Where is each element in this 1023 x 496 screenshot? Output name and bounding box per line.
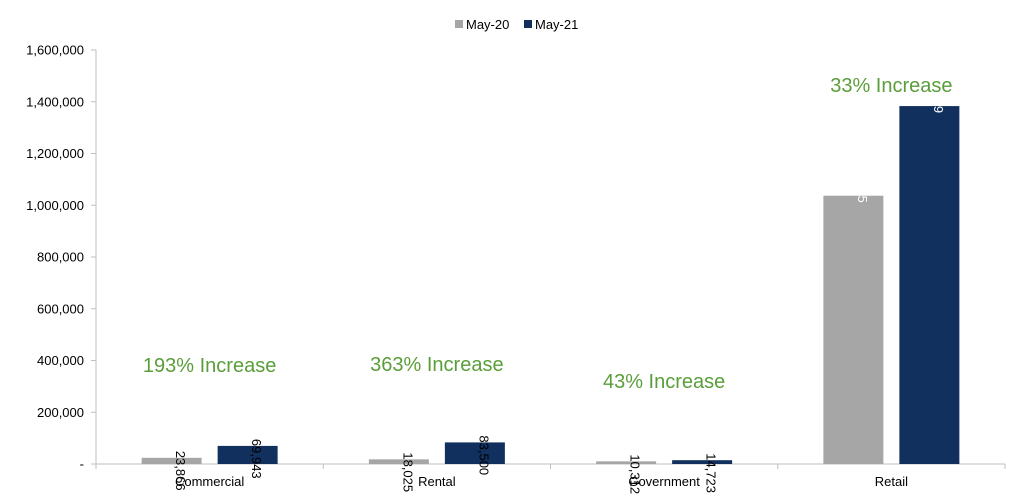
y-tick-label: 1,600,000 — [26, 43, 84, 58]
data-labels: 23,866 69,943 18,025 83,500 10,312 14,723 1,03… — [173, 55, 946, 494]
bar — [823, 195, 884, 465]
x-tick-label: Retail — [875, 474, 908, 489]
x-tick-label: Rental — [418, 474, 456, 489]
x-tick-label: Commercial — [175, 474, 244, 489]
legend-label-may-21: May-21 — [535, 17, 578, 32]
x-axis: Commercial Rental Government Retail — [95, 463, 1006, 489]
y-tick-label: 1,200,000 — [26, 146, 84, 161]
y-tick-label: - — [80, 457, 84, 472]
y-tick-label: 800,000 — [37, 250, 84, 265]
bar — [672, 460, 733, 464]
data-label: 1,036,835 — [855, 145, 870, 203]
legend-swatch-may-21 — [524, 20, 532, 28]
data-label: 1,383,299 — [931, 55, 946, 113]
data-label: 18,025 — [400, 452, 415, 492]
increase-annotation: 33% Increase — [830, 75, 952, 97]
bar — [444, 442, 505, 464]
y-tick-label: 1,400,000 — [26, 94, 84, 109]
x-tick-label: Government — [628, 474, 700, 489]
bar — [141, 457, 202, 464]
annotations: 193% Increase 363% Increase 43% Increase 33… — [143, 75, 953, 393]
bar — [899, 106, 960, 464]
y-tick-label: 400,000 — [37, 353, 84, 368]
bar — [217, 445, 278, 464]
legend: May-20 May-21 — [455, 17, 578, 32]
increase-annotation: 193% Increase — [143, 355, 276, 377]
bar — [368, 459, 429, 464]
y-axis: - 200,000 400,000 600,000 800,000 1,000,000 1,… — [26, 43, 97, 472]
increase-annotation: 43% Increase — [603, 371, 725, 393]
data-label: 83,500 — [476, 435, 491, 475]
data-label: 69,943 — [249, 439, 264, 479]
data-label: 10,312 — [628, 454, 643, 494]
y-tick-label: 200,000 — [37, 405, 84, 420]
data-label: 14,723 — [704, 453, 719, 493]
increase-annotation: 363% Increase — [370, 354, 503, 376]
legend-label-may-20: May-20 — [466, 17, 509, 32]
data-label: 23,866 — [173, 451, 188, 491]
bars — [141, 106, 960, 465]
y-tick-label: 1,000,000 — [26, 198, 84, 213]
y-tick-label: 600,000 — [37, 301, 84, 316]
legend-swatch-may-20 — [455, 20, 463, 28]
bar — [596, 461, 657, 464]
